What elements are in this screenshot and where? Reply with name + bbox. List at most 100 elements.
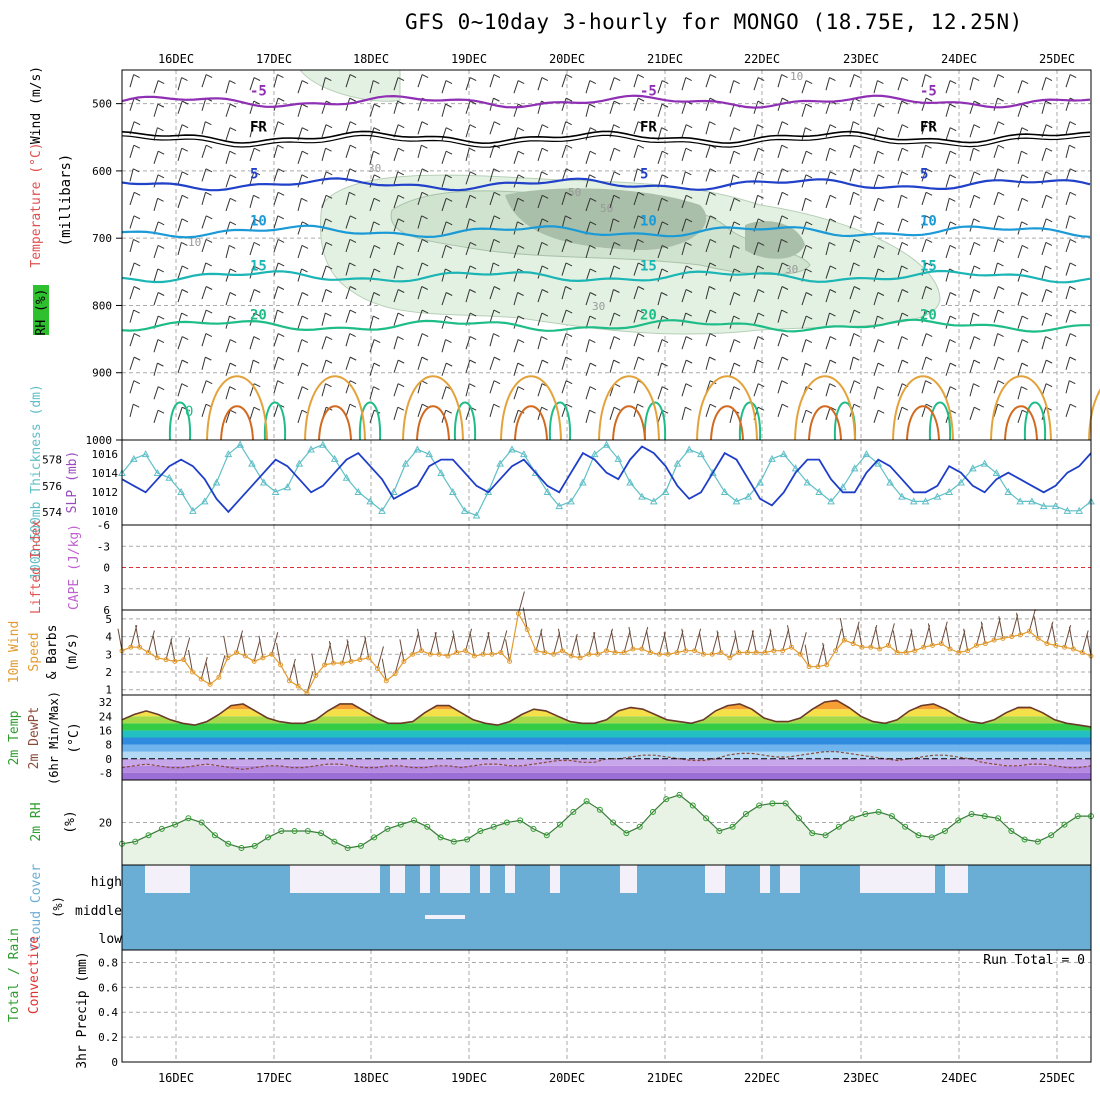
- wind-barb: [441, 221, 447, 235]
- slp-point: [165, 473, 174, 481]
- 10m-wind-barb: [681, 628, 687, 651]
- wind-barb: [273, 356, 279, 370]
- wind-barb: [417, 333, 423, 347]
- wind-barb: [345, 333, 351, 347]
- 10m-wind-barb: [557, 628, 563, 651]
- date-label-top-17DEC: 17DEC: [256, 52, 292, 66]
- wind-barb-flag: [925, 191, 933, 196]
- wind-barb-flag: [637, 144, 645, 149]
- wind-barb-flag: [229, 292, 237, 296]
- 10m-wind-barb: [218, 655, 226, 678]
- wind-barb: [441, 151, 447, 164]
- wind-barb: [129, 145, 135, 158]
- wind-barb-flag: [661, 197, 668, 202]
- wind-barb-flag: [493, 191, 501, 196]
- cloud-high-segment: [770, 865, 780, 893]
- wind-barb: [201, 286, 207, 300]
- wind-barb: [153, 151, 159, 164]
- wind-barb: [537, 148, 543, 161]
- wind-barb: [417, 404, 423, 417]
- wind-barb-flag: [925, 97, 933, 102]
- wind-barb: [681, 100, 687, 114]
- wind-barb: [537, 242, 543, 256]
- thickness-ytick-576: 576: [42, 480, 62, 493]
- wind-barb-flag: [541, 241, 548, 246]
- wind-barb-flag: [301, 315, 309, 320]
- wind-barb: [561, 356, 567, 370]
- slp-point: [496, 459, 504, 467]
- wind-barb-flag: [829, 194, 837, 199]
- thickness-ytick-574: 574: [42, 506, 62, 519]
- 10m-wind-point: [551, 651, 557, 657]
- 2m-rh-point: [809, 830, 816, 837]
- 2m-rh-point: [397, 821, 404, 828]
- wind-barb-flag: [469, 124, 477, 129]
- wind-barb: [537, 312, 543, 326]
- wind-barb: [897, 312, 903, 326]
- slp-point: [886, 478, 894, 486]
- wind-barb: [393, 218, 399, 232]
- 10m-wind-point: [586, 651, 592, 657]
- 10m-wind-point: [938, 641, 944, 647]
- wind-barb-flag: [445, 150, 453, 155]
- wind-barb: [729, 245, 734, 259]
- wind-barb-flag: [805, 292, 813, 296]
- wind-barb: [993, 121, 999, 135]
- wind-barb: [753, 77, 759, 91]
- isotherm-0-loop: [1023, 401, 1047, 441]
- wind-barb: [537, 218, 543, 232]
- wind-barb-flag: [757, 359, 764, 364]
- wind-barb-flag: [133, 262, 141, 267]
- wind-barb: [513, 315, 519, 329]
- wind-barb: [969, 218, 975, 232]
- wind-barb-flag: [349, 403, 357, 408]
- wind-barb: [177, 148, 183, 161]
- 10m-wind-barb: [892, 630, 898, 653]
- wind-barb-flag: [253, 218, 261, 223]
- wind-barb: [801, 363, 806, 376]
- wind-barb-flag: [492, 262, 500, 267]
- wind-barb-flag: [469, 171, 477, 176]
- wind-barb-flag: [229, 127, 237, 132]
- wind-barb-flag: [997, 380, 1005, 385]
- wind-barb: [321, 265, 327, 279]
- wind-barb: [969, 195, 975, 209]
- wind-barb: [873, 127, 879, 141]
- wind-barb: [585, 151, 591, 164]
- wind-barb-flag: [493, 74, 501, 79]
- wind-barb-flag: [277, 380, 284, 385]
- wind-barb-flag: [661, 221, 669, 226]
- wind-barb-flag: [133, 144, 141, 149]
- 10m-wind-barb: [839, 618, 845, 641]
- cape-ylabel: CAPE (J/kg): [67, 524, 82, 610]
- wind-barb-flag: [685, 77, 692, 82]
- wind-barb-flag: [1045, 383, 1053, 388]
- wind-barb-flag: [853, 215, 861, 220]
- wind-barb-flag: [469, 336, 477, 341]
- precip-ytick: 0.4: [98, 1006, 118, 1019]
- wind-barb-flag: [925, 286, 933, 290]
- 10m-wind-point: [868, 644, 874, 650]
- 10m-wind-point: [410, 651, 416, 657]
- 10m-wind-barb: [782, 628, 790, 651]
- wind-barb: [705, 404, 711, 417]
- wind-barb: [969, 336, 975, 350]
- wind-barb-flag: [1045, 359, 1053, 364]
- wind-barb: [753, 242, 759, 256]
- 2m-rh-point: [158, 825, 165, 832]
- 10m-wind-point: [850, 641, 856, 647]
- 2m-rh-point: [636, 823, 643, 830]
- wind-barb-flag: [637, 333, 645, 338]
- 2m-rh-point: [225, 840, 232, 847]
- wind-barb-flag: [877, 127, 885, 132]
- isotherm-label-FR: FR: [920, 119, 937, 135]
- slp-point: [791, 464, 800, 472]
- wind-barb: [489, 286, 495, 300]
- wind-barb: [561, 309, 567, 323]
- wind-barb: [681, 77, 687, 91]
- precip-ytick: 0.6: [98, 981, 118, 994]
- 10m-wind-barb: [505, 639, 511, 662]
- 10m-wind-point: [401, 658, 407, 664]
- isotherm-label-10: 10: [250, 213, 267, 229]
- temp-color-bands: [122, 700, 1091, 780]
